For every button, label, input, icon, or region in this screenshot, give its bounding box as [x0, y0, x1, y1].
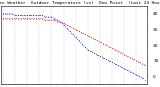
Title: Milwaukee Weather  Outdoor Temperature (vs)  Dew Point  (Last 24 Hours): Milwaukee Weather Outdoor Temperature (v…: [0, 1, 160, 5]
